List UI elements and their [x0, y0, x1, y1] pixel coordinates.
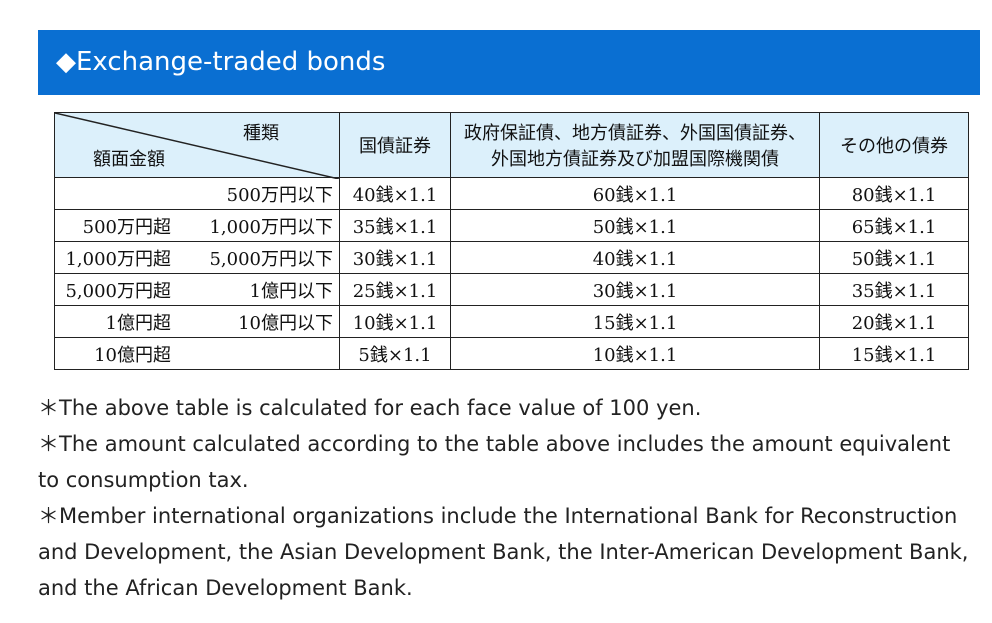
kind-label: 種類	[243, 123, 279, 144]
col-header-line: 政府保証債、地方債証券、外国国債証券、	[464, 123, 806, 144]
range-from: 10億円超	[94, 344, 171, 366]
fee-cell: 65銭×1.1	[819, 209, 969, 242]
fee-cell: 40銭×1.1	[339, 177, 451, 210]
table-row: 10億円超 5銭×1.1 10銭×1.1 15銭×1.1	[54, 337, 969, 370]
range-cell: 1億円超 10億円以下	[54, 305, 340, 338]
fee-cell: 15銭×1.1	[819, 337, 969, 370]
fee-cell: 10銭×1.1	[450, 337, 820, 370]
range-from: 1億円超	[105, 312, 171, 334]
fee-cell: 80銭×1.1	[819, 177, 969, 210]
range-from: 500万円超	[82, 216, 171, 238]
table-header-row: 種類 額面金額 国債証券 政府保証債、地方債証券、外国国債証券、 外国地方債証券及…	[54, 112, 969, 179]
notes: ＊The above table is calculated for each …	[38, 390, 978, 606]
range-to: 500万円以下	[226, 184, 333, 206]
col-header-jgb: 国債証券	[339, 112, 451, 178]
range-from: 5,000万円超	[65, 280, 171, 302]
col-header-govt-guaranteed: 政府保証債、地方債証券、外国国債証券、 外国地方債証券及び加盟国際機関債	[450, 112, 820, 178]
range-cell: 1,000万円超 5,000万円以下	[54, 241, 340, 274]
table-row: 500万円以下 40銭×1.1 60銭×1.1 80銭×1.1	[54, 177, 969, 210]
fee-table: 種類 額面金額 国債証券 政府保証債、地方債証券、外国国債証券、 外国地方債証券及…	[54, 112, 969, 370]
fee-cell: 50銭×1.1	[450, 209, 820, 242]
fee-cell: 50銭×1.1	[819, 241, 969, 274]
table-row: 1億円超 10億円以下 10銭×1.1 15銭×1.1 20銭×1.1	[54, 305, 969, 338]
range-cell: 10億円超	[54, 337, 340, 370]
col-header-line: 外国地方債証券及び加盟国際機関債	[491, 149, 779, 170]
fee-cell: 5銭×1.1	[339, 337, 451, 370]
fee-cell: 15銭×1.1	[450, 305, 820, 338]
fee-cell: 35銭×1.1	[819, 273, 969, 306]
face-value-label: 額面金額	[93, 149, 165, 170]
note: ＊The above table is calculated for each …	[38, 396, 702, 420]
table-row: 5,000万円超 1億円以下 25銭×1.1 30銭×1.1 35銭×1.1	[54, 273, 969, 306]
fee-cell: 40銭×1.1	[450, 241, 820, 274]
table-row: 1,000万円超 5,000万円以下 30銭×1.1 40銭×1.1 50銭×1.1	[54, 241, 969, 274]
range-to: 1,000万円以下	[209, 216, 333, 238]
fee-cell: 25銭×1.1	[339, 273, 451, 306]
note: ＊Member international organizations incl…	[38, 504, 969, 600]
col-header-other: その他の債券	[819, 112, 969, 178]
range-cell: 5,000万円超 1億円以下	[54, 273, 340, 306]
corner-header: 種類 額面金額	[54, 112, 340, 179]
table-row: 500万円超 1,000万円以下 35銭×1.1 50銭×1.1 65銭×1.1	[54, 209, 969, 242]
fee-cell: 30銭×1.1	[450, 273, 820, 306]
diagonal-line	[55, 113, 339, 179]
range-cell: 500万円以下	[54, 177, 340, 210]
range-to: 10億円以下	[238, 312, 333, 334]
fee-cell: 10銭×1.1	[339, 305, 451, 338]
range-to: 5,000万円以下	[209, 248, 333, 270]
fee-cell: 30銭×1.1	[339, 241, 451, 274]
range-cell: 500万円超 1,000万円以下	[54, 209, 340, 242]
section-title: ◆Exchange-traded bonds	[38, 30, 980, 95]
fee-cell: 60銭×1.1	[450, 177, 820, 210]
range-to: 1億円以下	[249, 280, 333, 302]
fee-cell: 20銭×1.1	[819, 305, 969, 338]
note: ＊The amount calculated according to the …	[38, 432, 951, 492]
range-from: 1,000万円超	[65, 248, 171, 270]
range-from	[61, 181, 171, 207]
fee-cell: 35銭×1.1	[339, 209, 451, 242]
